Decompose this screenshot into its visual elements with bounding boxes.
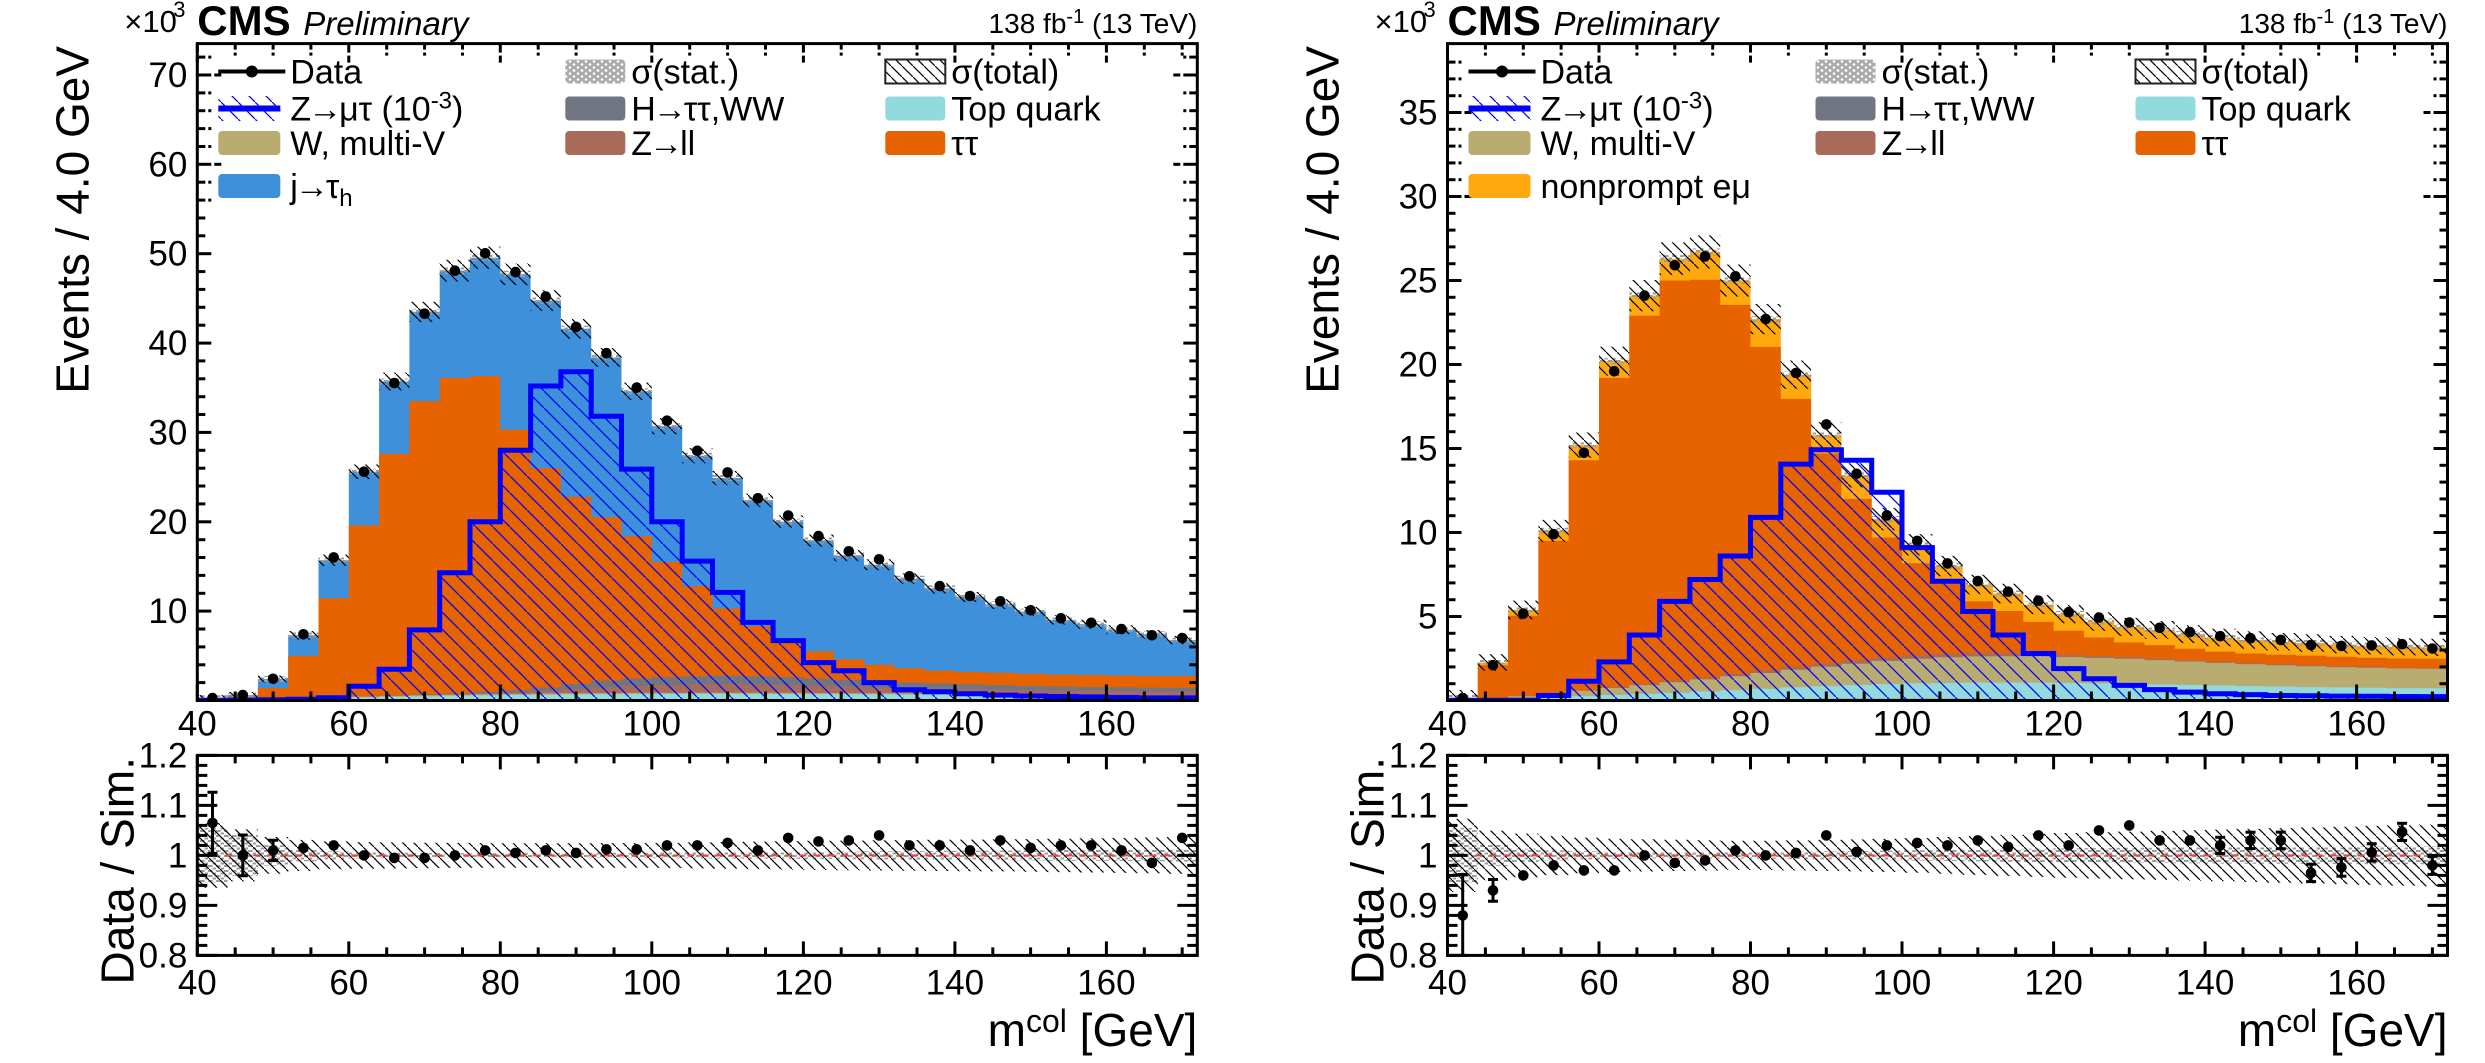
svg-text:100: 100 <box>623 963 681 1002</box>
svg-text:100: 100 <box>1873 963 1931 1002</box>
svg-text:15: 15 <box>1399 430 1438 469</box>
svg-text:Z→ll: Z→ll <box>631 125 695 163</box>
svg-text:0.9: 0.9 <box>139 886 188 925</box>
svg-text:1: 1 <box>168 836 187 875</box>
svg-text:3: 3 <box>1424 0 1436 22</box>
svg-text:1.2: 1.2 <box>1389 736 1438 775</box>
svg-text:140: 140 <box>2176 705 2234 744</box>
svg-text:H→ττ,WW: H→ττ,WW <box>1882 91 2035 129</box>
svg-text:120: 120 <box>2024 963 2082 1002</box>
svg-text:Top quark: Top quark <box>2202 91 2352 129</box>
svg-text:160: 160 <box>2327 963 2385 1002</box>
svg-text:nonprompt eμ: nonprompt eμ <box>1541 168 1752 206</box>
svg-text:20: 20 <box>148 503 187 542</box>
svg-text:140: 140 <box>926 705 984 744</box>
svg-text:ττ: ττ <box>951 125 978 163</box>
svg-text:20: 20 <box>1399 346 1438 385</box>
svg-text:Data / Sim.: Data / Sim. <box>1342 757 1394 985</box>
svg-text:H→ττ,WW: H→ττ,WW <box>631 91 784 129</box>
svg-text:60: 60 <box>1580 705 1619 744</box>
svg-text:σ(total): σ(total) <box>2202 54 2310 92</box>
svg-text:60: 60 <box>329 705 368 744</box>
svg-text:35: 35 <box>1399 94 1438 133</box>
svg-text:mcol [GeV]: mcol [GeV] <box>2238 1003 2448 1056</box>
svg-text:40: 40 <box>178 963 217 1002</box>
svg-text:160: 160 <box>2327 705 2385 744</box>
svg-text:Data: Data <box>1541 54 1613 92</box>
svg-text:140: 140 <box>926 963 984 1002</box>
svg-text:5: 5 <box>1418 598 1437 637</box>
svg-text:80: 80 <box>1731 963 1770 1002</box>
svg-text:×10: ×10 <box>1375 4 1428 39</box>
svg-text:Events / 4.0 GeV: Events / 4.0 GeV <box>1297 46 1349 394</box>
svg-text:1.2: 1.2 <box>139 736 188 775</box>
svg-text:Events / 4.0 GeV: Events / 4.0 GeV <box>46 46 98 394</box>
svg-text:160: 160 <box>1077 963 1135 1002</box>
svg-text:30: 30 <box>1399 178 1438 217</box>
svg-text:σ(stat.): σ(stat.) <box>1882 54 1990 92</box>
svg-text:CMS: CMS <box>1448 0 1541 44</box>
svg-text:120: 120 <box>774 963 832 1002</box>
svg-text:80: 80 <box>1731 705 1770 744</box>
svg-text:Preliminary: Preliminary <box>1554 5 1722 42</box>
svg-text:0.8: 0.8 <box>1389 936 1438 975</box>
svg-text:100: 100 <box>623 705 681 744</box>
svg-text:40: 40 <box>1428 705 1467 744</box>
svg-text:138 fb-1 (13 TeV): 138 fb-1 (13 TeV) <box>2239 6 2448 39</box>
svg-text:100: 100 <box>1873 705 1931 744</box>
svg-text:40: 40 <box>148 324 187 363</box>
svg-text:ττ: ττ <box>2202 125 2229 163</box>
svg-text:40: 40 <box>178 705 217 744</box>
svg-text:50: 50 <box>148 235 187 274</box>
svg-text:Preliminary: Preliminary <box>303 5 471 42</box>
svg-text:120: 120 <box>774 705 832 744</box>
svg-text:70: 70 <box>148 56 187 95</box>
svg-text:140: 140 <box>2176 963 2234 1002</box>
svg-text:Data: Data <box>290 54 362 92</box>
svg-text:1: 1 <box>1418 836 1437 875</box>
svg-text:CMS: CMS <box>197 0 290 44</box>
svg-text:W, multi-V: W, multi-V <box>1541 125 1696 163</box>
svg-text:σ(total): σ(total) <box>951 54 1059 92</box>
svg-text:40: 40 <box>1428 963 1467 1002</box>
svg-text:10: 10 <box>148 592 187 631</box>
svg-text:Data / Sim.: Data / Sim. <box>91 757 143 985</box>
svg-text:60: 60 <box>329 963 368 1002</box>
svg-text:160: 160 <box>1077 705 1135 744</box>
svg-text:120: 120 <box>2024 705 2082 744</box>
svg-text:10: 10 <box>1399 514 1438 553</box>
svg-text:0.8: 0.8 <box>139 936 188 975</box>
svg-text:Top quark: Top quark <box>951 91 1101 129</box>
svg-text:138 fb-1 (13 TeV): 138 fb-1 (13 TeV) <box>989 6 1198 39</box>
svg-text:60: 60 <box>1580 963 1619 1002</box>
svg-text:25: 25 <box>1399 262 1438 301</box>
svg-text:80: 80 <box>481 705 520 744</box>
svg-text:σ(stat.): σ(stat.) <box>631 54 739 92</box>
svg-text:80: 80 <box>481 963 520 1002</box>
svg-text:W, multi-V: W, multi-V <box>290 125 445 163</box>
svg-text:1.1: 1.1 <box>1389 786 1438 825</box>
svg-text:Z→ll: Z→ll <box>1882 125 1946 163</box>
svg-text:3: 3 <box>173 0 185 22</box>
svg-text:1.1: 1.1 <box>139 786 188 825</box>
svg-text:×10: ×10 <box>124 4 177 39</box>
svg-text:mcol [GeV]: mcol [GeV] <box>988 1003 1198 1056</box>
svg-text:30: 30 <box>148 413 187 452</box>
svg-text:0.9: 0.9 <box>1389 886 1438 925</box>
svg-text:60: 60 <box>148 145 187 184</box>
